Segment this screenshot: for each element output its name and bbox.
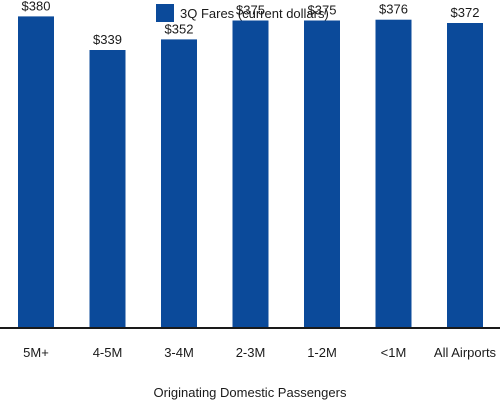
data-label: $352	[165, 21, 194, 36]
bar	[161, 39, 197, 329]
legend-label: 3Q Fares (current dollars)	[180, 6, 329, 21]
bar	[375, 19, 412, 328]
data-label: $339	[93, 32, 122, 47]
x-tick-label: <1M	[381, 345, 407, 360]
x-tick-label: 5M+	[23, 345, 49, 360]
bar	[89, 50, 126, 328]
x-axis-title: Originating Domestic Passengers	[154, 385, 347, 400]
data-label: $380	[22, 0, 51, 13]
data-label: $376	[379, 2, 408, 17]
data-label: $375	[308, 3, 337, 18]
x-tick-label: 3-4M	[164, 345, 194, 360]
value-labels-group: $380 $339 $352 $375 $375 $376 $372	[22, 0, 480, 47]
x-tick-label: 4-5M	[93, 345, 123, 360]
data-label: $372	[451, 5, 480, 20]
x-tick-label: All Airports	[434, 345, 497, 360]
legend-swatch	[156, 4, 174, 22]
x-tick-label: 1-2M	[307, 345, 337, 360]
bars-group	[18, 16, 483, 329]
data-label: $375	[236, 3, 265, 18]
x-tick-label: 2-3M	[236, 345, 266, 360]
bar	[304, 20, 340, 328]
bar	[447, 23, 483, 328]
x-tick-labels-group: 5M+ 4-5M 3-4M 2-3M 1-2M <1M All Airports	[23, 345, 496, 360]
bar	[232, 20, 269, 328]
bar	[18, 16, 54, 329]
legend: 3Q Fares (current dollars)	[156, 4, 329, 22]
